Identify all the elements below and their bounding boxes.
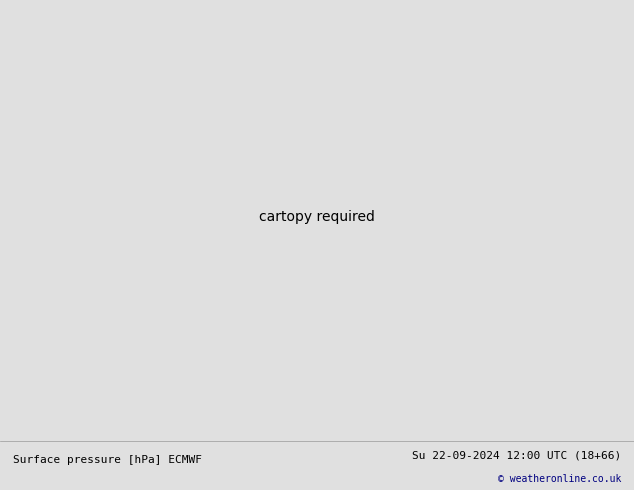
- Text: Su 22-09-2024 12:00 UTC (18+66): Su 22-09-2024 12:00 UTC (18+66): [412, 451, 621, 461]
- Text: Surface pressure [hPa] ECMWF: Surface pressure [hPa] ECMWF: [13, 455, 202, 465]
- Text: cartopy required: cartopy required: [259, 210, 375, 223]
- Text: © weatheronline.co.uk: © weatheronline.co.uk: [498, 474, 621, 484]
